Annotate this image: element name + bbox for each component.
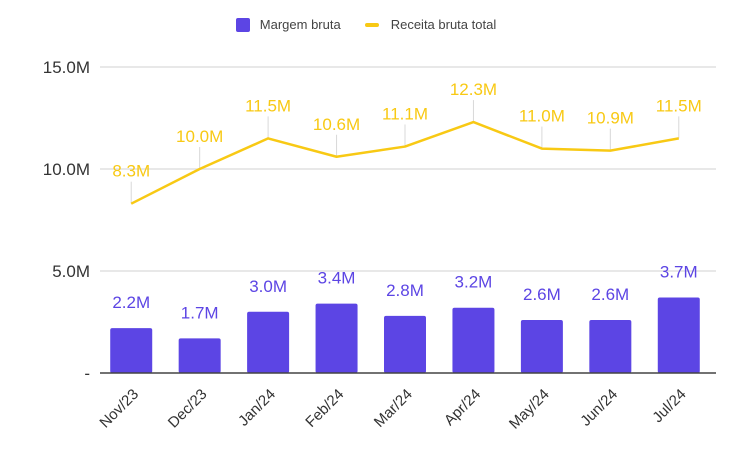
- line-data-label: 10.9M: [587, 109, 634, 128]
- bar-data-labels: 2.2M 1.7M 3.0M 3.4M 2.8M 3.2M 2.6M 2.6M 3.7M: [112, 263, 697, 323]
- y-axis-ticks: - 5.0M 10.0M 15.0M: [43, 58, 90, 383]
- bar: [520, 319, 563, 373]
- bar-data-label: 1.7M: [181, 303, 219, 322]
- x-tick-label: Jan/24: [235, 386, 279, 430]
- bar-series-margem-bruta: [110, 297, 700, 373]
- legend-label: Receita bruta total: [390, 17, 497, 32]
- x-tick-label: Feb/24: [302, 386, 347, 431]
- bar-data-label: 2.2M: [112, 293, 150, 312]
- line-data-label: 11.1M: [382, 105, 428, 124]
- x-tick-label: Dec/23: [165, 386, 211, 432]
- gridlines: [100, 66, 716, 272]
- x-tick-label: Apr/24: [441, 386, 484, 429]
- line-data-label: 11.5M: [245, 96, 291, 115]
- bar-data-label: 3.4M: [318, 269, 356, 288]
- bar-data-label: 2.6M: [591, 285, 629, 304]
- chart-legend: Margem bruta Receita bruta total: [0, 17, 732, 32]
- bar: [247, 311, 290, 373]
- x-axis-ticks: Nov/23 Dec/23 Jan/24 Feb/24 Mar/24 Apr/24 May/…: [96, 386, 689, 433]
- bar: [110, 328, 153, 373]
- y-tick-label: -: [84, 364, 90, 383]
- bar: [384, 315, 426, 373]
- line-data-label: 11.5M: [656, 96, 702, 115]
- x-tick-label: May/24: [506, 386, 553, 433]
- x-tick-label: Nov/23: [96, 386, 142, 432]
- x-tick-label: Jul/24: [649, 386, 689, 426]
- legend-label: Margem bruta: [259, 17, 341, 32]
- bar-data-label: 3.7M: [660, 263, 698, 282]
- x-tick-label: Mar/24: [371, 386, 416, 431]
- y-tick-label: 10.0M: [43, 160, 90, 179]
- legend-swatch-line-icon: [364, 22, 379, 27]
- legend-item-margem-bruta[interactable]: Margem bruta: [235, 17, 341, 32]
- line-data-label: 8.3M: [112, 162, 150, 181]
- bar: [452, 307, 495, 373]
- line-data-label: 10.6M: [313, 115, 360, 134]
- line-data-label: 11.0M: [519, 107, 565, 126]
- bar: [315, 303, 358, 373]
- bar: [178, 338, 221, 373]
- y-tick-label: 15.0M: [43, 58, 90, 77]
- line-data-label: 10.0M: [176, 127, 223, 146]
- x-tick-label: Jun/24: [577, 386, 621, 430]
- bar-data-label: 2.6M: [523, 285, 561, 304]
- bar-data-label: 3.2M: [455, 273, 493, 292]
- legend-swatch-bar-icon: [235, 17, 250, 32]
- line-data-labels: 8.3M 10.0M 11.5M 10.6M 11.1M 12.3M 11.0M 10.9M 1…: [112, 80, 701, 181]
- bar: [657, 297, 700, 373]
- line-data-label: 12.3M: [450, 80, 497, 99]
- y-tick-label: 5.0M: [52, 262, 90, 281]
- bar-data-label: 3.0M: [249, 277, 287, 296]
- legend-item-receita-bruta-total[interactable]: Receita bruta total: [364, 17, 497, 32]
- line-series-receita-bruta-total: [130, 100, 680, 205]
- bar: [589, 319, 632, 373]
- bar-data-label: 2.8M: [386, 281, 424, 300]
